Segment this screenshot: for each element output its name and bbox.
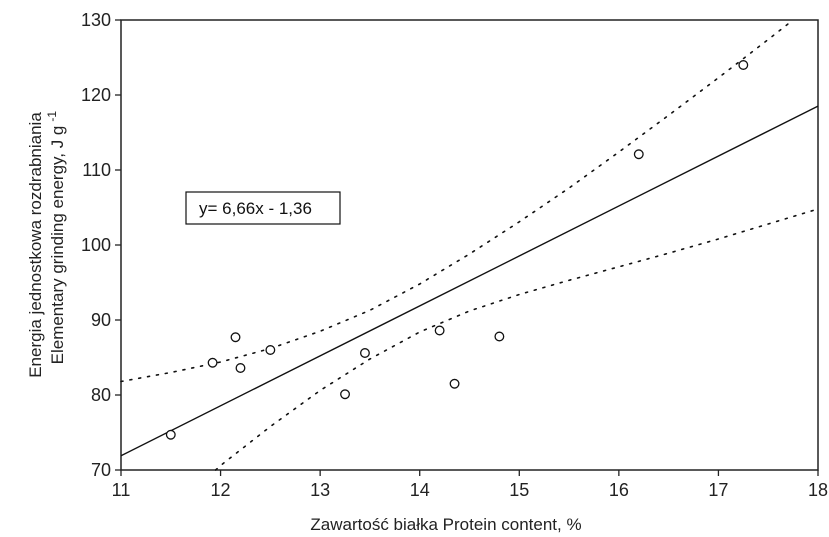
y-tick-label: 130 bbox=[81, 10, 111, 30]
y-tick-label: 80 bbox=[91, 385, 111, 405]
y-tick-label: 100 bbox=[81, 235, 111, 255]
y-tick-label: 110 bbox=[82, 160, 111, 180]
x-axis-title: Zawartość białka Protein content, % bbox=[310, 515, 581, 534]
x-tick-label: 17 bbox=[708, 480, 728, 500]
equation-box: y= 6,66x - 1,36 bbox=[185, 191, 341, 225]
equation-frame bbox=[185, 191, 341, 225]
data-point bbox=[494, 331, 505, 342]
data-point bbox=[633, 149, 644, 160]
y-axis-title-line-1: Energia jednostkowa rozdrabniania bbox=[26, 112, 45, 378]
y-tick-label: 120 bbox=[81, 85, 111, 105]
y-tick-label: 70 bbox=[91, 460, 111, 480]
data-point bbox=[360, 348, 370, 358]
data-point bbox=[738, 60, 749, 70]
data-point bbox=[230, 332, 241, 343]
equation-label: y= 6,66x - 1,36 bbox=[199, 199, 312, 218]
x-tick-label: 13 bbox=[310, 480, 330, 500]
confidence-band-lower bbox=[214, 208, 819, 471]
data-points-layer bbox=[165, 60, 749, 440]
x-tick-label: 11 bbox=[112, 480, 131, 500]
x-tick-label: 18 bbox=[808, 480, 828, 500]
x-tick-label: 14 bbox=[410, 480, 430, 500]
data-point bbox=[449, 378, 460, 389]
data-point bbox=[207, 357, 218, 368]
x-tick-label: 15 bbox=[509, 480, 529, 500]
data-point bbox=[235, 363, 246, 373]
data-point bbox=[165, 429, 176, 440]
y-tick-label: 90 bbox=[91, 310, 111, 330]
y-axis-title: Energia jednostkowa rozdrabniania Elemen… bbox=[26, 111, 67, 378]
x-tick-label: 12 bbox=[211, 480, 231, 500]
ticks-layer: 11 12 13 14 15 16 17 18 70 80 90 100 110 120 130 bbox=[81, 10, 828, 500]
y-axis-title-line-2: Elementary grinding energy, J g bbox=[48, 126, 67, 365]
data-point bbox=[340, 389, 350, 400]
y-axis-unit-exponent: -1 bbox=[45, 111, 59, 122]
confidence-band-layer bbox=[120, 19, 819, 471]
plot-frame bbox=[120, 19, 819, 471]
data-point bbox=[434, 325, 445, 336]
x-tick-label: 16 bbox=[609, 480, 629, 500]
confidence-band-upper bbox=[120, 19, 794, 383]
regression-line-layer bbox=[120, 105, 819, 457]
data-point bbox=[265, 345, 276, 355]
regression-line bbox=[120, 105, 819, 457]
